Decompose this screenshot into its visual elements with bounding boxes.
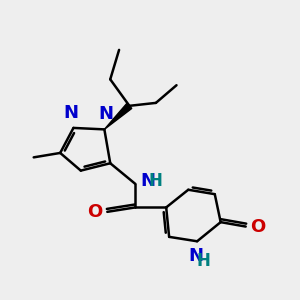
Text: H: H	[196, 252, 210, 270]
Text: H: H	[148, 172, 162, 190]
Text: N: N	[141, 172, 156, 190]
Text: O: O	[87, 203, 102, 221]
Text: N: N	[188, 247, 203, 265]
Text: N: N	[98, 106, 113, 124]
Text: N: N	[63, 104, 78, 122]
Polygon shape	[104, 103, 132, 129]
Text: O: O	[250, 218, 266, 236]
